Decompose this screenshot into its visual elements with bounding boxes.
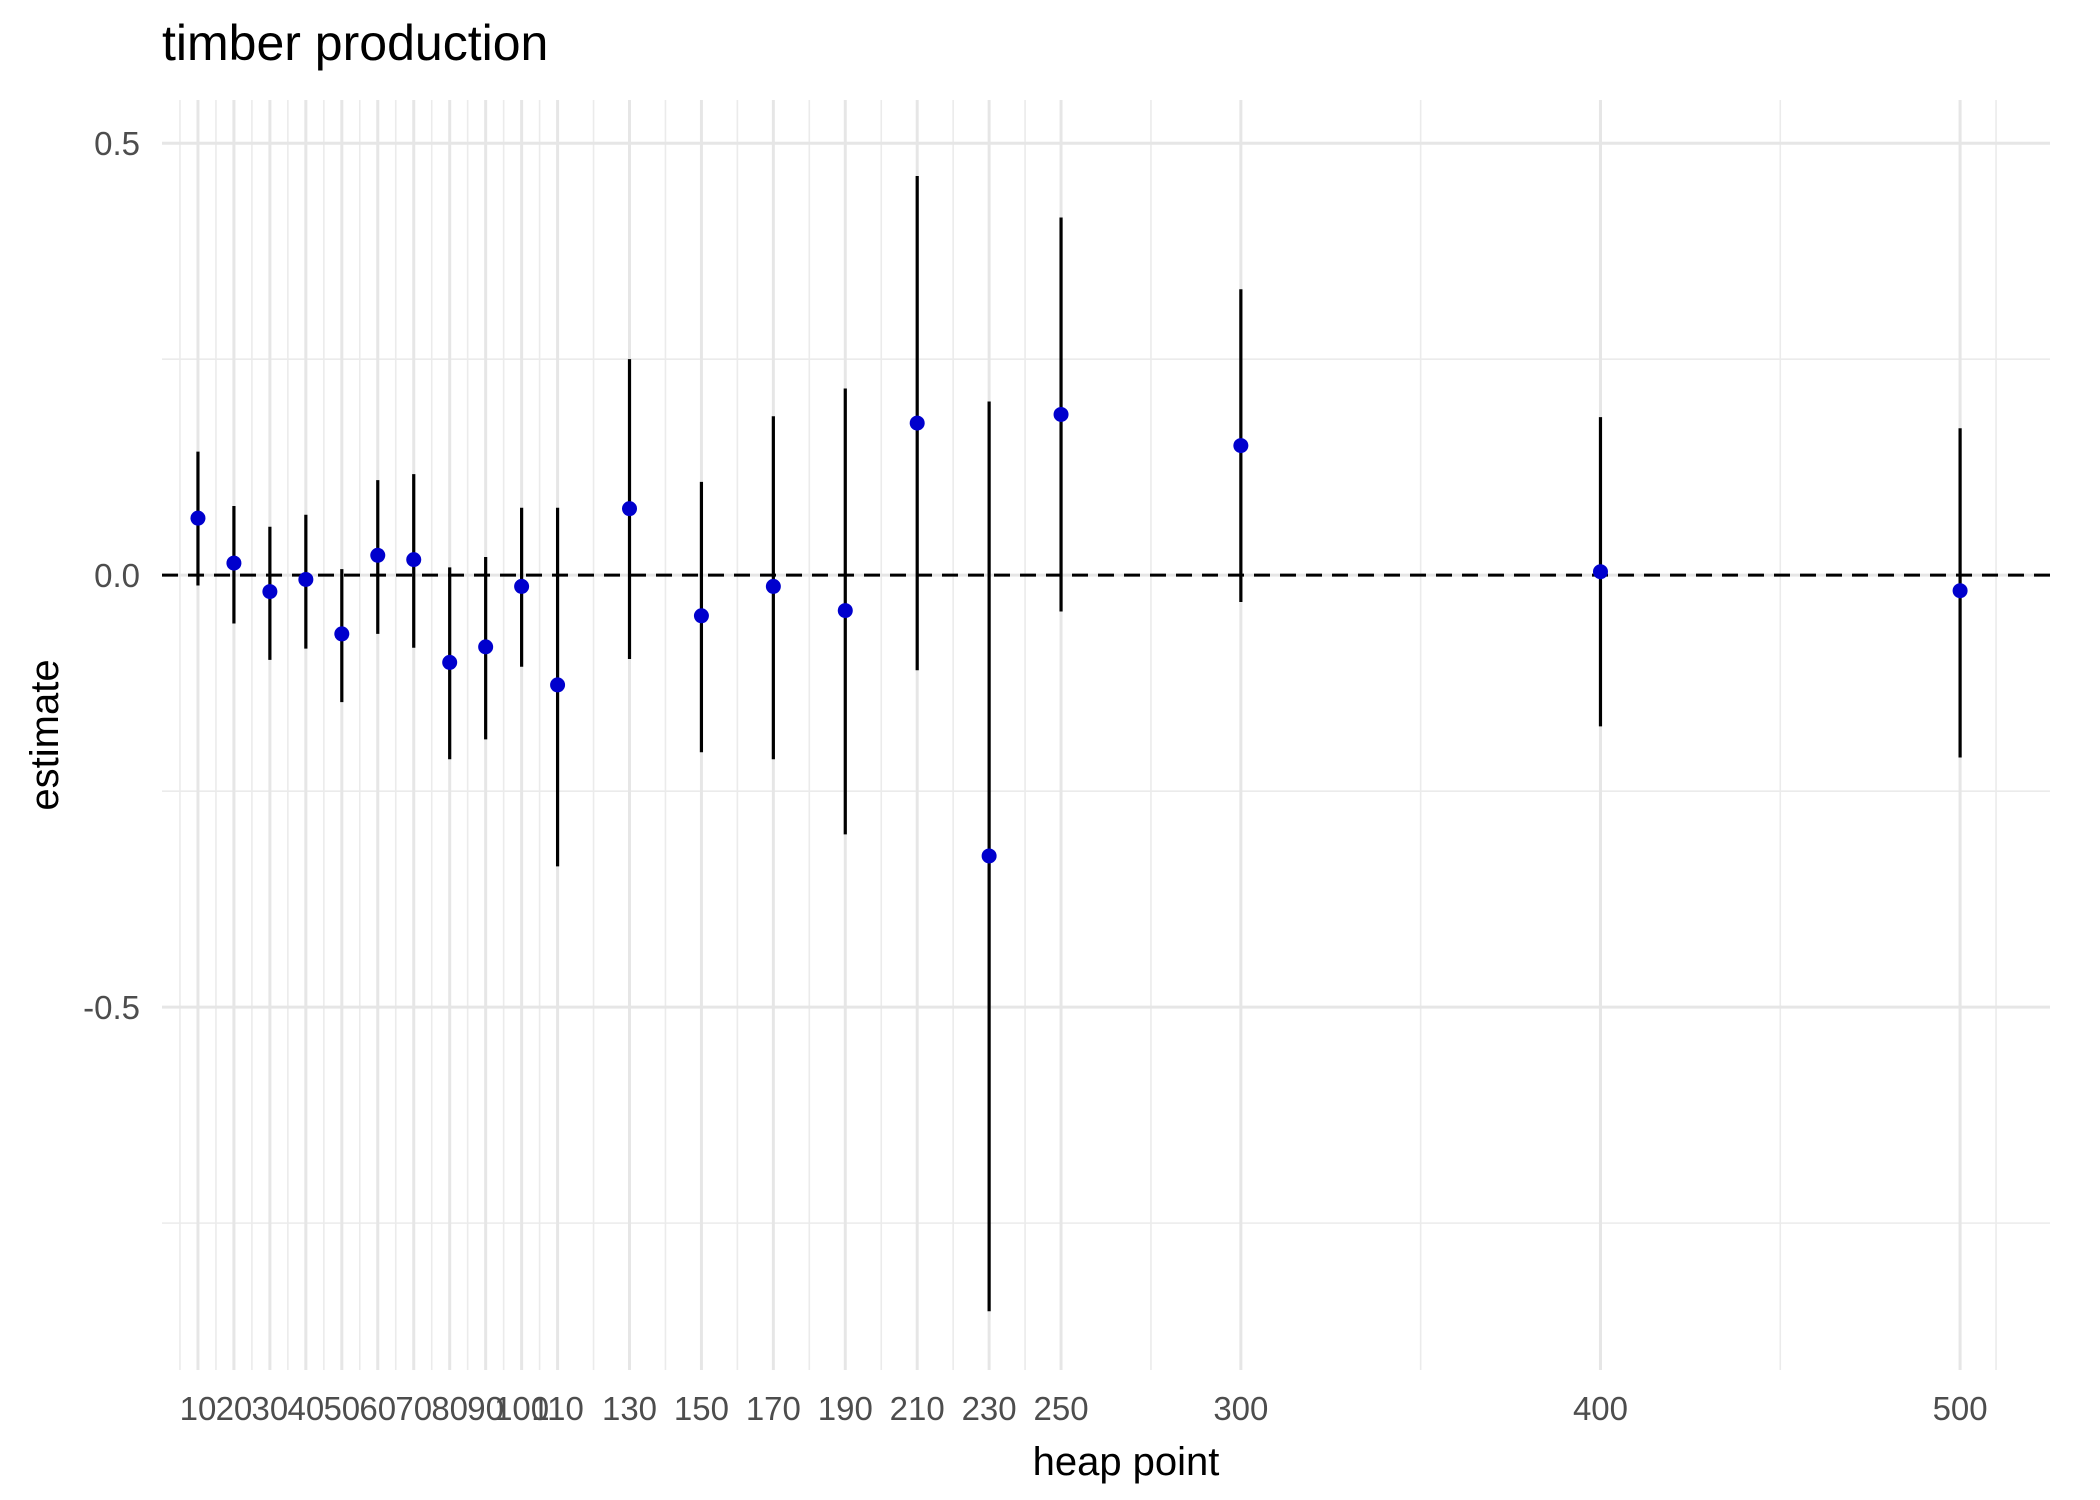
data-point (837, 603, 853, 619)
y-tick-label: 0.5 (94, 125, 140, 162)
data-point (909, 415, 925, 431)
data-point (442, 654, 458, 670)
data-point (190, 510, 206, 526)
data-point (622, 501, 638, 517)
x-tick-label: 20 (216, 1390, 253, 1427)
x-tick-label: 190 (818, 1390, 873, 1427)
y-tick-label: -0.5 (83, 989, 140, 1026)
data-points (190, 406, 1968, 864)
x-tick-label: 170 (746, 1390, 801, 1427)
minor-gridlines (162, 100, 2050, 1370)
x-tick-label: 250 (1034, 1390, 1089, 1427)
data-point (550, 677, 566, 693)
data-point (370, 547, 386, 563)
major-gridlines (162, 100, 2050, 1370)
x-tick-label: 400 (1573, 1390, 1628, 1427)
chart-title: timber production (162, 15, 548, 71)
x-tick-label: 30 (252, 1390, 289, 1427)
data-point (262, 584, 278, 600)
x-tick-label: 50 (323, 1390, 360, 1427)
data-point (478, 639, 494, 655)
data-point (514, 578, 530, 594)
data-point (1233, 438, 1249, 454)
data-point (1592, 564, 1608, 580)
x-tick-label: 150 (674, 1390, 729, 1427)
x-tick-label: 130 (602, 1390, 657, 1427)
x-tick-label: 70 (395, 1390, 432, 1427)
data-point (406, 552, 422, 568)
x-tick-label: 80 (431, 1390, 468, 1427)
error-bars (196, 176, 1962, 1312)
x-tick-label: 10 (180, 1390, 217, 1427)
x-tick-label: 100 (494, 1390, 549, 1427)
data-point (226, 555, 242, 571)
x-tick-label: 500 (1933, 1390, 1988, 1427)
y-tick-label: 0.0 (94, 557, 140, 594)
x-tick-label: 210 (890, 1390, 945, 1427)
x-tick-label: 40 (287, 1390, 324, 1427)
x-tick-label: 110 (531, 1390, 584, 1427)
x-tick-label: 60 (359, 1390, 396, 1427)
data-point (765, 578, 781, 594)
data-point (693, 608, 709, 624)
y-axis-tick-labels: 0.5 0.0 -0.5 (83, 125, 140, 1026)
data-point (334, 626, 350, 642)
y-axis-title: estimate (23, 659, 67, 810)
x-tick-label: 230 (962, 1390, 1017, 1427)
data-point (1053, 406, 1069, 422)
x-tick-label: 300 (1213, 1390, 1268, 1427)
x-tick-label: 90 (467, 1390, 504, 1427)
data-point (981, 848, 997, 864)
data-point (1952, 583, 1968, 599)
data-point (298, 571, 314, 587)
x-axis-title: heap point (1033, 1440, 1220, 1484)
